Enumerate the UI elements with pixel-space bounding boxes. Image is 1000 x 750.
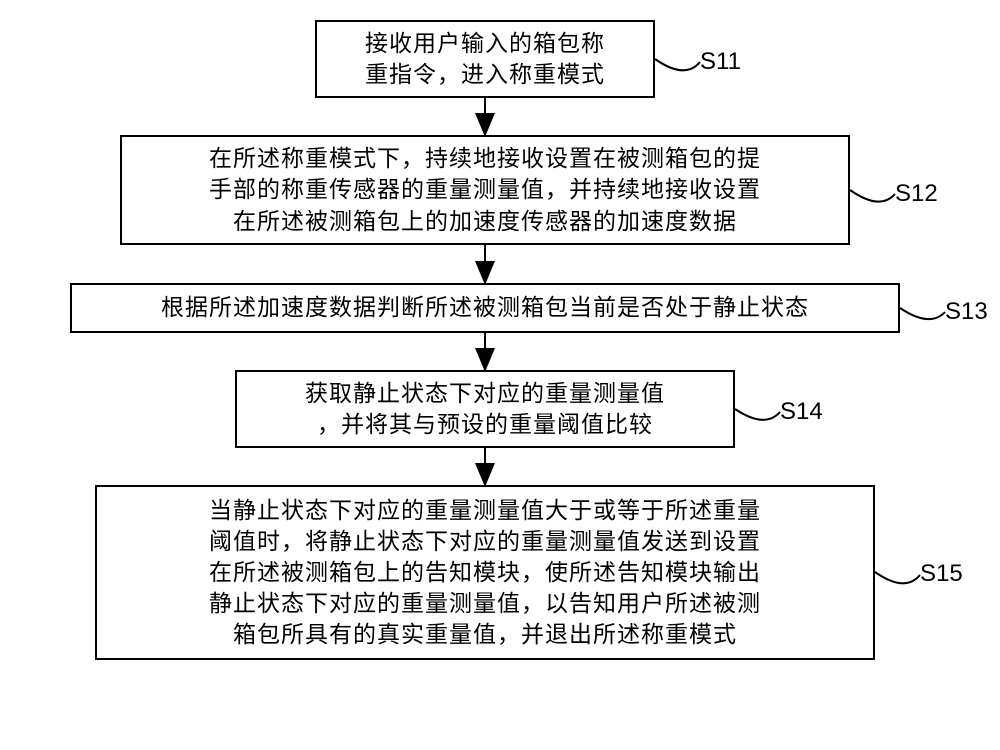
label-curve-s12 — [850, 190, 895, 202]
label-curve-s15 — [875, 572, 920, 583]
flow-node-text: 接收用户输入的箱包称重指令，进入称重模式 — [365, 28, 605, 90]
label-curve-s14 — [735, 409, 780, 420]
flow-node-s11: 接收用户输入的箱包称重指令，进入称重模式 — [315, 20, 655, 98]
flow-node-s14: 获取静止状态下对应的重量测量值，并将其与预设的重量阈值比较 — [235, 370, 735, 448]
step-label-s13: S13 — [945, 298, 988, 326]
step-label-s14: S14 — [780, 398, 823, 426]
label-curve-s11 — [655, 59, 700, 70]
step-label-s11: S11 — [700, 48, 741, 76]
label-curve-s13 — [900, 308, 945, 319]
flow-node-text: 当静止状态下对应的重量测量值大于或等于所述重量阈值时，将静止状态下对应的重量测量… — [209, 495, 761, 650]
flowchart-canvas: 接收用户输入的箱包称重指令，进入称重模式 S11 在所述称重模式下，持续地接收设… — [0, 0, 1000, 750]
step-label-s15: S15 — [920, 560, 963, 588]
step-label-s12: S12 — [895, 180, 938, 208]
flow-node-text: 获取静止状态下对应的重量测量值，并将其与预设的重量阈值比较 — [305, 378, 665, 440]
flow-node-s12: 在所述称重模式下，持续地接收设置在被测箱包的提手部的称重传感器的重量测量值，并持… — [120, 135, 850, 245]
flow-node-text: 根据所述加速度数据判断所述被测箱包当前是否处于静止状态 — [161, 292, 809, 323]
flow-node-s15: 当静止状态下对应的重量测量值大于或等于所述重量阈值时，将静止状态下对应的重量测量… — [95, 485, 875, 660]
flow-node-s13: 根据所述加速度数据判断所述被测箱包当前是否处于静止状态 — [70, 283, 900, 333]
flow-node-text: 在所述称重模式下，持续地接收设置在被测箱包的提手部的称重传感器的重量测量值，并持… — [209, 143, 761, 236]
